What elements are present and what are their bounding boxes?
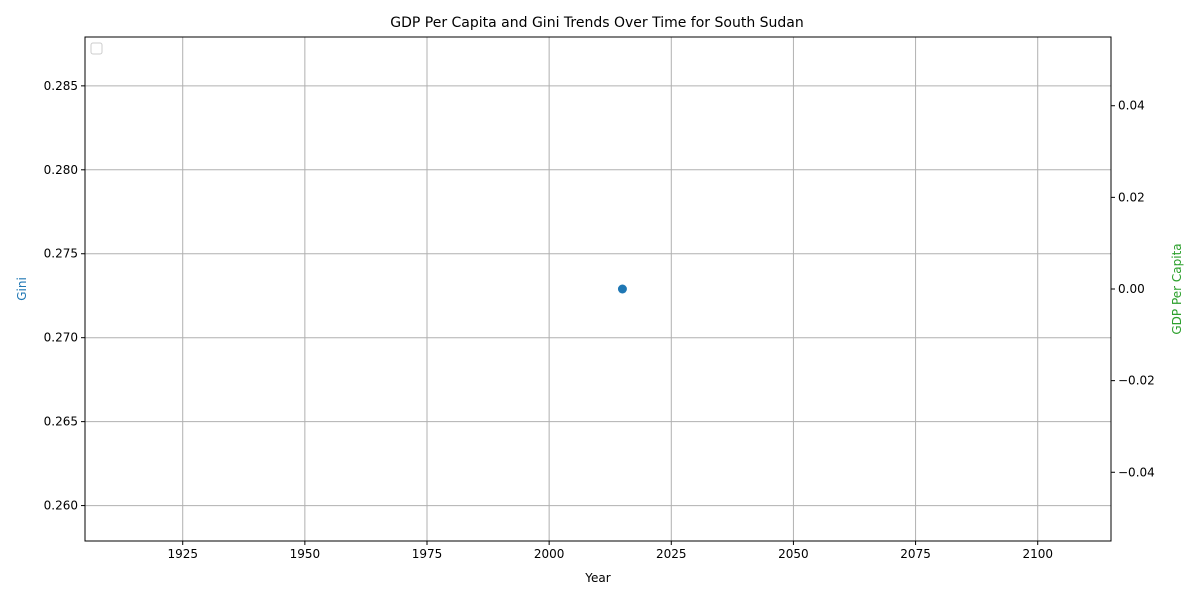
y-tick-label: 0.285 [44, 79, 78, 93]
x-tick-label: 2075 [900, 547, 931, 561]
y2-tick-label: −0.04 [1118, 465, 1155, 479]
y-tick-label: 0.265 [44, 415, 78, 429]
y-right-axis-title: GDP Per Capita [1170, 243, 1184, 334]
x-tick-label: 1925 [167, 547, 198, 561]
x-tick-label: 2000 [534, 547, 565, 561]
x-tick-label: 2100 [1022, 547, 1053, 561]
y-right-ticks: −0.04 −0.02 0.00 0.02 0.04 [1111, 99, 1155, 479]
y-tick-label: 0.280 [44, 163, 78, 177]
data-points [617, 284, 627, 294]
y2-tick-label: 0.00 [1118, 282, 1145, 296]
x-tick-label: 1975 [412, 547, 443, 561]
y-tick-label: 0.260 [44, 499, 78, 513]
y2-tick-label: 0.02 [1118, 190, 1145, 204]
y-left-ticks: 0.260 0.265 0.270 0.275 0.280 0.285 [44, 79, 85, 513]
x-axis-title: Year [584, 571, 610, 585]
y2-tick-label: 0.04 [1118, 99, 1145, 113]
legend [90, 42, 103, 55]
data-point [617, 284, 627, 294]
plot-frame [84, 36, 1112, 542]
x-tick-label: 2025 [656, 547, 687, 561]
chart-title: GDP Per Capita and Gini Trends Over Time… [390, 15, 804, 31]
x-tick-label: 2050 [778, 547, 809, 561]
y-tick-label: 0.270 [44, 331, 78, 345]
y-left-axis-title: Gini [15, 277, 29, 301]
x-ticks: 1925 1950 1975 2000 2025 2050 2075 2100 [167, 541, 1053, 561]
y-tick-label: 0.275 [44, 247, 78, 261]
grid [85, 37, 1111, 541]
x-tick-label: 1950 [290, 547, 321, 561]
y2-tick-label: −0.02 [1118, 374, 1155, 388]
